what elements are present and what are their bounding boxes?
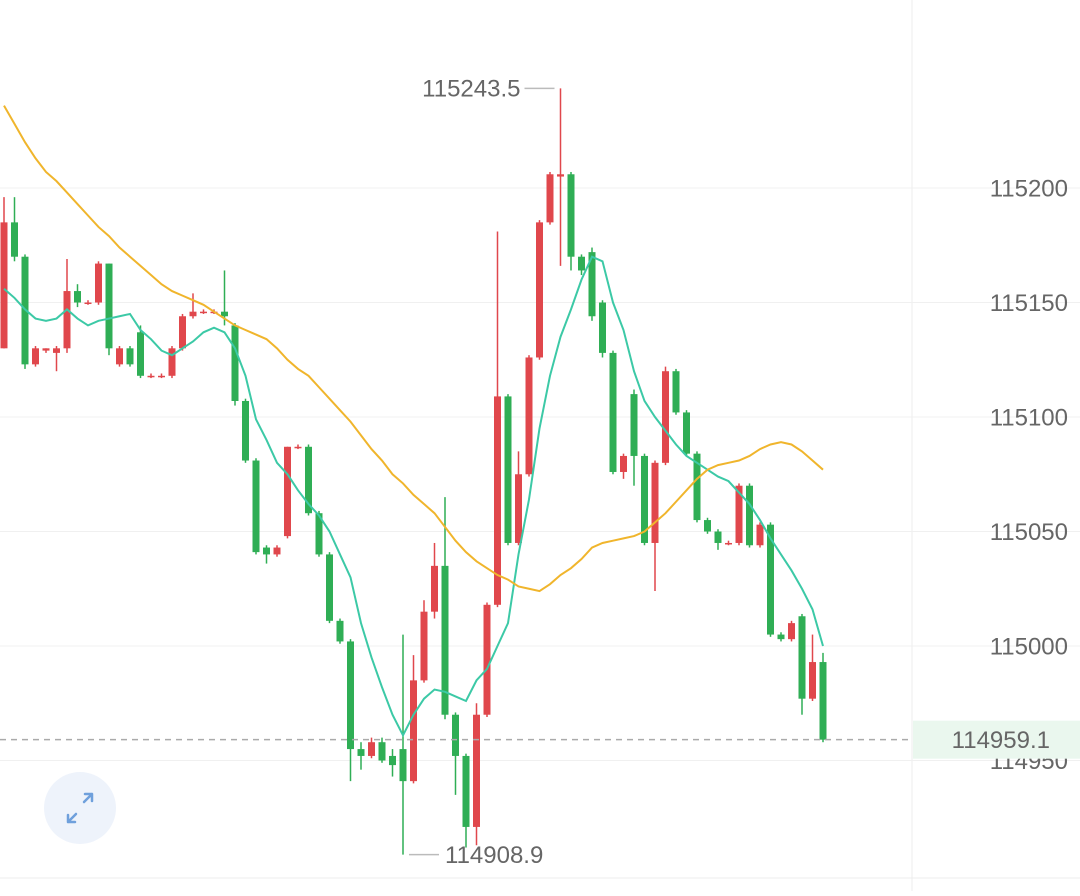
expand-icon[interactable] [66, 792, 94, 824]
candle-body [221, 311, 228, 317]
candle-body [704, 520, 711, 532]
candle-body [357, 749, 365, 756]
candle-body [168, 348, 176, 376]
candle-body [725, 542, 732, 545]
candle-body [242, 400, 249, 461]
candle-body [819, 662, 827, 740]
candle-body [494, 396, 501, 605]
candle-body [809, 662, 816, 699]
candle-body [336, 620, 344, 642]
candle-body [200, 311, 207, 314]
candle-body [74, 291, 81, 303]
candle-body [473, 714, 480, 827]
candle-body [326, 554, 333, 621]
moving-average [3, 255, 824, 738]
candle-body [273, 547, 281, 555]
candle-body [630, 394, 638, 456]
candle-body [231, 325, 239, 401]
candle-body [599, 302, 606, 353]
candle-body [536, 222, 543, 358]
candle-body [441, 565, 449, 715]
candle-body [0, 222, 8, 349]
candle-body [546, 174, 554, 223]
candle-body [368, 742, 375, 756]
candle-body [116, 348, 123, 365]
candle-body [32, 348, 39, 365]
candle-body [452, 714, 459, 756]
candle-body [756, 524, 764, 546]
expand-button-bg[interactable] [44, 772, 116, 844]
candle-body [410, 680, 417, 782]
candle-body [525, 357, 533, 475]
candle-body [420, 611, 428, 681]
candle-body [767, 524, 774, 635]
current-price-label: 114959.1 [952, 727, 1050, 754]
candle-body [294, 446, 302, 449]
y-tick-label: 115050 [990, 519, 1068, 546]
expand-button[interactable] [44, 772, 116, 844]
candle-body [735, 485, 743, 543]
candle-body [147, 375, 155, 378]
candle-body [483, 604, 491, 715]
candle-body [672, 371, 680, 413]
candle-body [95, 263, 102, 303]
candle-body [42, 348, 50, 351]
candle-body [305, 446, 312, 514]
candle-body [11, 222, 18, 257]
candle-body [578, 256, 585, 271]
candle-body [515, 474, 522, 543]
candle-body [284, 446, 291, 537]
candle-body [84, 302, 92, 305]
candle-body [567, 174, 575, 257]
candle-body [179, 316, 186, 349]
candle-body [714, 531, 722, 543]
candle-body [431, 565, 438, 612]
candle-body [378, 742, 386, 761]
candle-body [651, 462, 659, 543]
candle-body [504, 396, 512, 543]
candle-body [788, 623, 795, 640]
candle-body [798, 616, 806, 699]
y-tick-label: 115200 [990, 175, 1068, 202]
candle-body [399, 749, 407, 782]
candle-body [609, 352, 617, 472]
moving-average [3, 105, 824, 593]
candle-body [189, 311, 197, 317]
candle-body [683, 412, 690, 454]
candle-body [588, 252, 596, 317]
candle-body [620, 455, 627, 472]
y-tick-label: 115150 [990, 290, 1068, 317]
low-label: 114908.9 [445, 842, 543, 869]
candle-body [693, 453, 701, 521]
candle-body [53, 348, 60, 353]
high-label: 115243.5 [422, 76, 520, 103]
candle-body [63, 291, 71, 349]
candle-body [641, 455, 648, 543]
candle-body [389, 755, 396, 766]
candle-body [263, 547, 270, 555]
candle-body [126, 348, 134, 365]
candle-body [662, 371, 669, 463]
candle-body [105, 263, 113, 349]
candle-body [777, 634, 785, 640]
candle-body [746, 485, 753, 546]
y-tick-label: 115000 [990, 633, 1068, 660]
candle-body [252, 460, 260, 553]
candle-body [557, 174, 564, 177]
current-price-box [913, 720, 1080, 759]
candle-body [158, 375, 165, 378]
candle-body [462, 755, 470, 827]
y-tick-label: 115100 [990, 404, 1068, 431]
candle-body [137, 332, 144, 376]
candle-body [347, 641, 354, 750]
candle-body [315, 513, 323, 555]
